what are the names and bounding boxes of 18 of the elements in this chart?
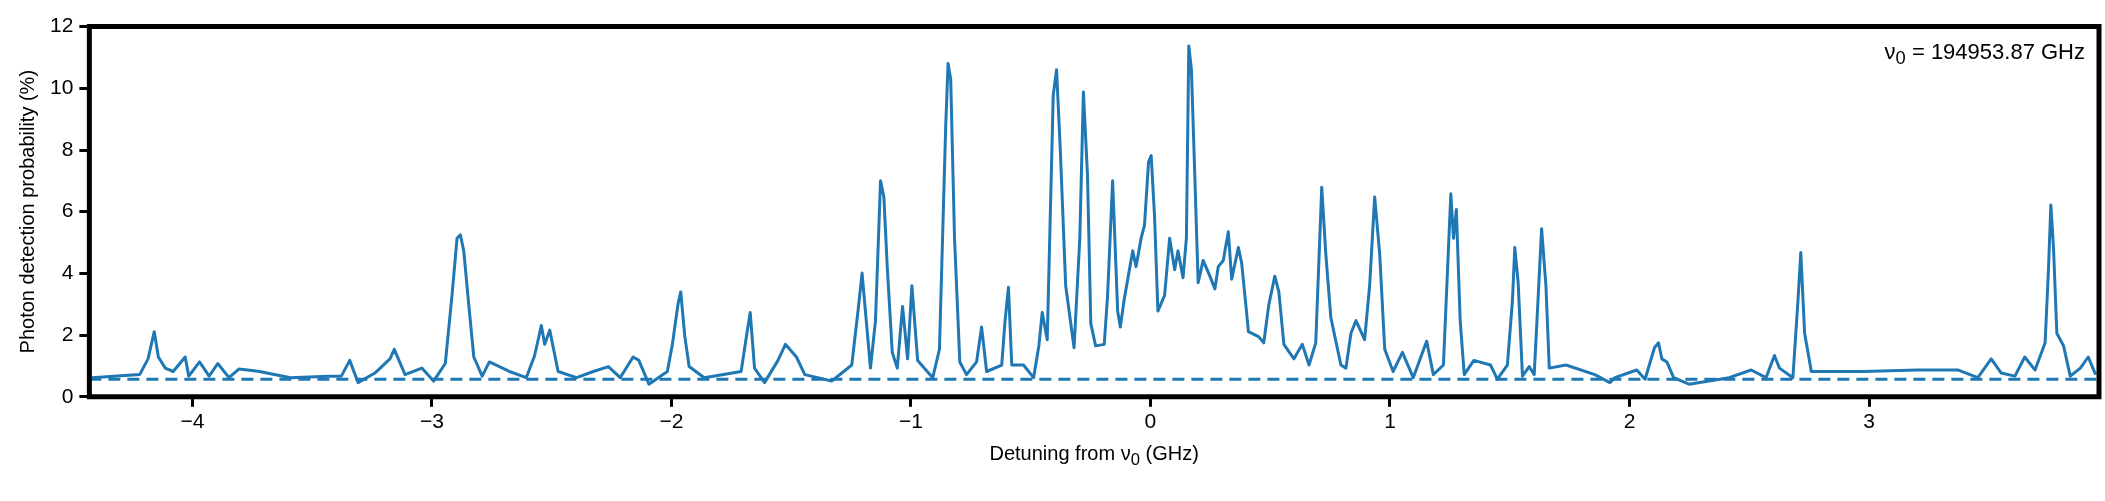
x-axis-title: Detuning from ν$_{0}$ (GHz)	[989, 442, 1199, 469]
x-tick-label: −2	[659, 409, 684, 433]
y-tick-label: 6	[61, 198, 74, 222]
x-tick-label: 1	[1384, 409, 1396, 433]
y-tick-label: 12	[50, 13, 74, 37]
y-tick-label: 10	[50, 75, 74, 99]
y-axis-title: Photon detection probability (%)	[15, 69, 38, 354]
y-tick-label: 0	[61, 383, 74, 407]
x-tick-label: 2	[1623, 409, 1636, 433]
x-tick-label: 0	[1144, 409, 1157, 433]
annotation: ν$_{0}$ = 194953.87 GHz	[1884, 38, 2085, 69]
y-tick-label: 4	[61, 260, 74, 284]
x-tick-label: −4	[180, 409, 205, 433]
x-tick-label: 3	[1863, 409, 1875, 433]
x-tick-label: −3	[419, 409, 444, 433]
y-tick-label: 8	[61, 136, 74, 160]
x-tick-label: −1	[898, 409, 923, 433]
y-tick-label: 2	[61, 321, 74, 345]
